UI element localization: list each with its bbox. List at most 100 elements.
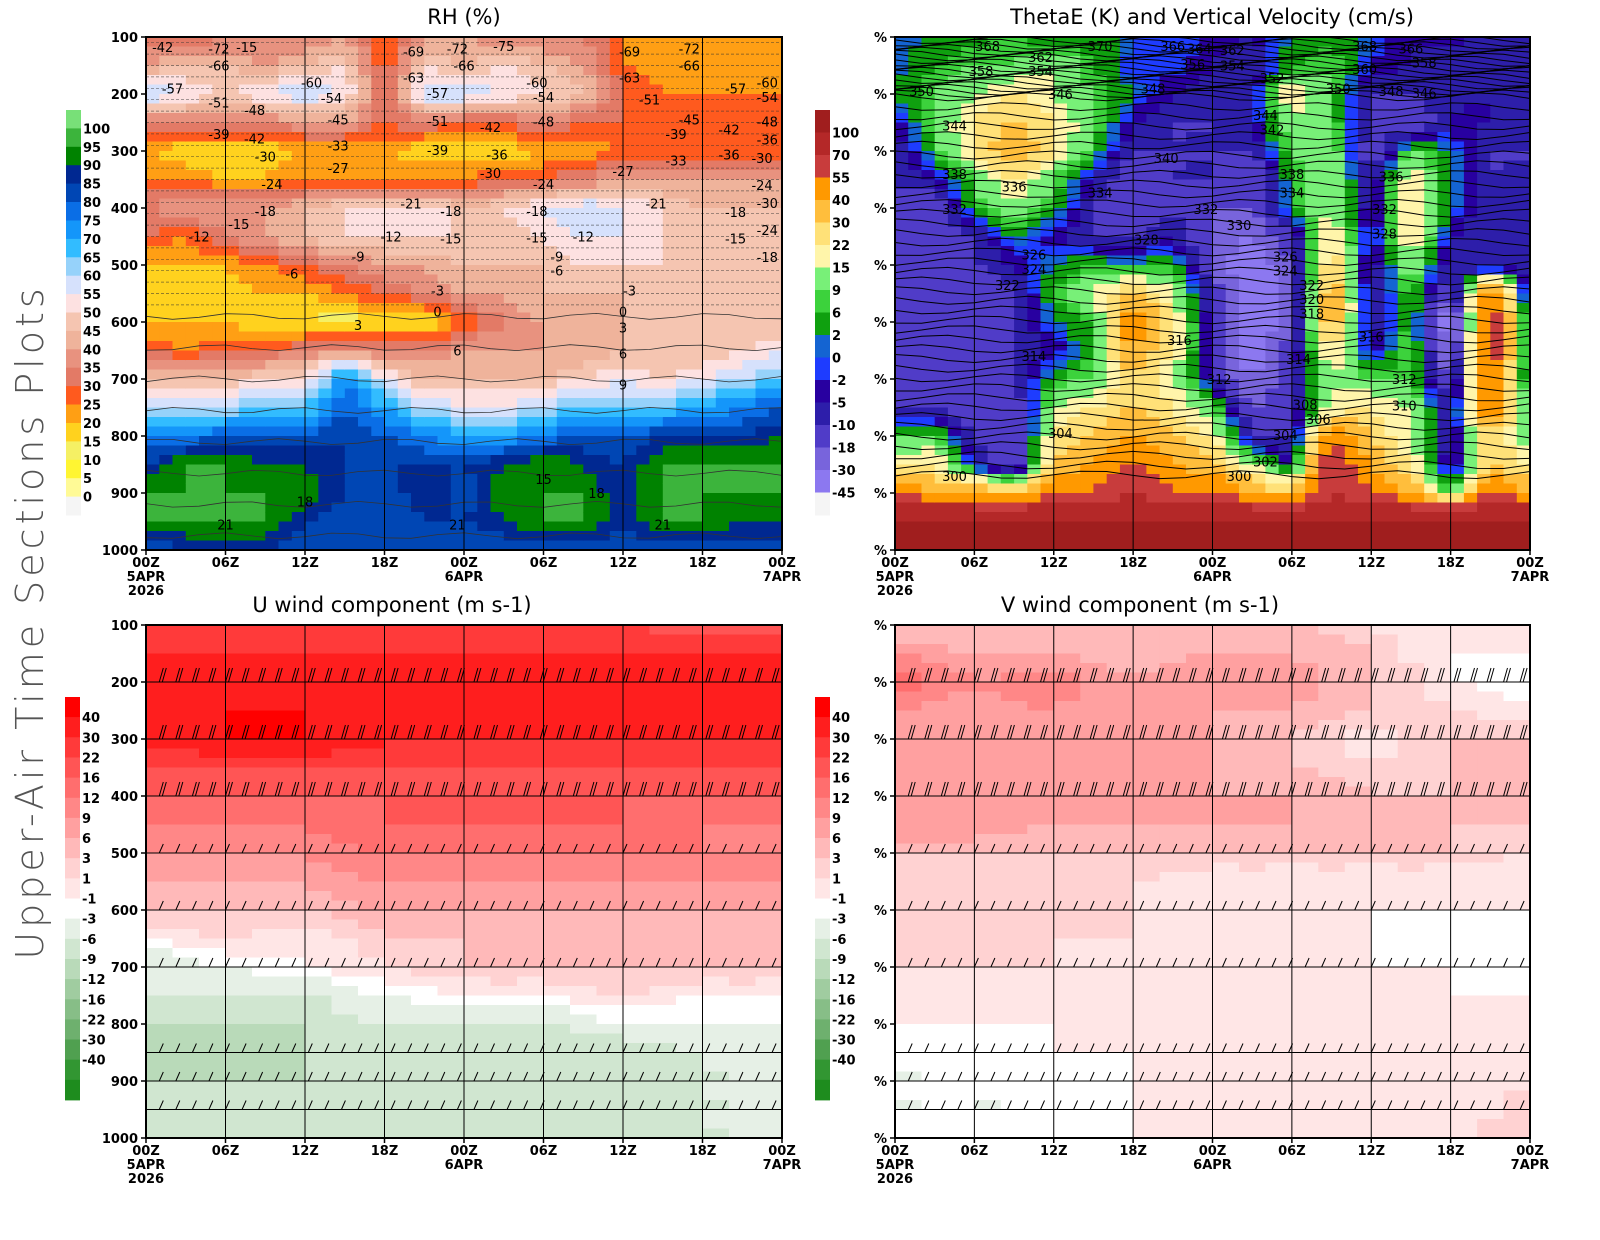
contour-cell [504,284,518,294]
contour-cell [597,284,611,294]
contour-label: -66 [453,60,474,75]
contour-cell [398,256,412,266]
contour-cell [676,142,690,152]
contour-cell [1146,123,1160,133]
contour-cell [212,85,226,95]
contour-cell [1213,427,1227,437]
contour-cell [279,474,293,484]
contour-cell [729,275,743,285]
contour-cell [597,227,611,237]
contour-cell [1385,246,1399,256]
contour-cell [252,294,266,304]
contour-cell [676,436,690,446]
contour-cell [1358,455,1372,465]
contour-cell [1014,208,1028,218]
contour-cell [988,313,1002,323]
contour-cell [703,256,717,266]
contour-cell [961,332,975,342]
contour-cell [1252,322,1266,332]
contour-cell [1146,379,1160,389]
contour-cell [1279,417,1293,427]
contour-cell [212,275,226,285]
contour-cell [961,427,975,437]
contour-cell [424,56,438,66]
contour-cell [464,199,478,209]
chart-rh: -72-66-57-51-60-54-48-42-45-39-30-33-27-… [66,5,801,599]
contour-cell [742,398,756,408]
contour-cell [146,351,160,361]
contour-cell [1385,332,1399,342]
contour-cell [226,474,240,484]
contour-cell [1146,303,1160,313]
contour-cell [583,531,597,541]
contour-cell [597,332,611,342]
contour-cell [159,275,173,285]
contour-cell [173,37,187,47]
contour-cell [1001,379,1015,389]
contour-cell [703,294,717,304]
contour-label: -57 [427,87,448,102]
contour-cell [689,531,703,541]
contour-cell [1213,313,1227,323]
contour-cell [212,256,226,266]
contour-cell [239,123,253,133]
contour-cell [729,56,743,66]
contour-cell [1146,132,1160,142]
contour-cell [544,66,558,76]
contour-cell [1279,284,1293,294]
contour-cell [159,246,173,256]
contour-cell [477,303,491,313]
contour-cell [398,303,412,313]
contour-cell [650,256,664,266]
contour-cell [1186,313,1200,323]
contour-cell [1437,275,1451,285]
contour-cell [371,170,385,180]
contour-cell [345,512,359,522]
contour-cell [650,484,664,494]
contour-cell [974,417,988,427]
contour-cell [424,493,438,503]
contour-cell [345,218,359,228]
contour-cell [988,303,1002,313]
contour-cell [1093,398,1107,408]
contour-cell [332,512,346,522]
contour-cell [385,370,399,380]
contour-cell [557,531,571,541]
contour-cell [252,503,266,513]
contour-cell [1054,132,1068,142]
contour-cell [1014,436,1028,446]
contour-cell [305,275,319,285]
contour-cell [597,218,611,228]
contour-cell [398,180,412,190]
contour-cell [398,123,412,133]
contour-cell [530,379,544,389]
contour-cell [411,474,425,484]
contour-cell [583,189,597,199]
contour-cell [318,417,332,427]
contour-cell [451,256,465,266]
contour-cell [477,341,491,351]
contour-cell [411,180,425,190]
legend-label: 60 [83,270,101,285]
contour-cell [451,180,465,190]
contour-cell [186,132,200,142]
contour-cell [305,123,319,133]
contour-cell [332,199,346,209]
contour-cell [729,256,743,266]
contour-cell [895,265,909,275]
contour-cell [239,170,253,180]
contour-cell [517,493,531,503]
contour-cell [1199,123,1213,133]
contour-cell [305,322,319,332]
contour-cell [186,104,200,114]
contour-cell [689,446,703,456]
contour-cell [1213,104,1227,114]
contour-cell [146,275,160,285]
contour-cell [292,161,306,171]
contour-cell [398,351,412,361]
contour-cell [557,484,571,494]
contour-cell [186,199,200,209]
contour-cell [464,512,478,522]
contour-cell [557,322,571,332]
contour-cell [557,94,571,104]
